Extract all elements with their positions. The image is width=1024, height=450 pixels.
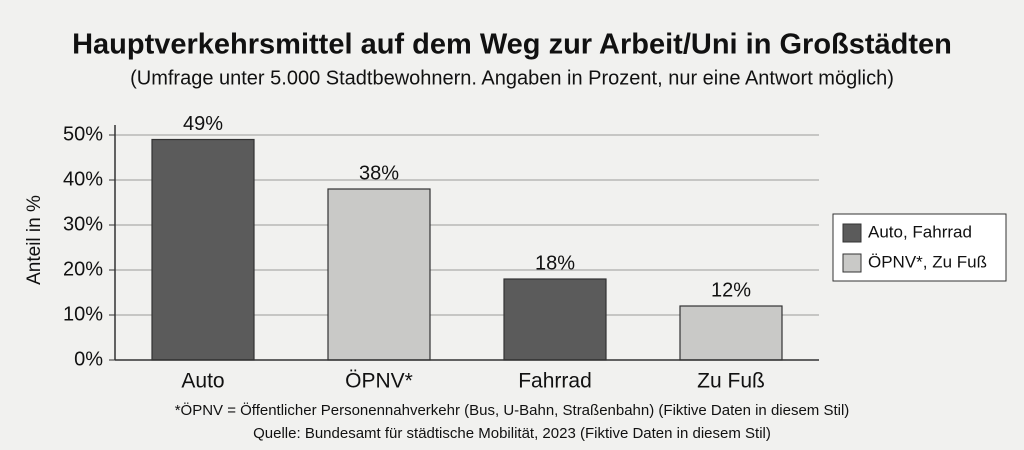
y-tick-label: 50%: [63, 123, 103, 145]
y-tick-label: 10%: [63, 303, 103, 325]
y-tick-label: 0%: [74, 348, 103, 370]
legend-box: [832, 213, 1007, 282]
x-tick-label: Zu Fuß: [697, 370, 765, 393]
legend-swatch: [842, 223, 862, 243]
chart-subtitle: (Umfrage unter 5.000 Stadtbewohnern. Ang…: [130, 67, 894, 89]
y-tick-label: 20%: [63, 258, 103, 280]
value-label: 38%: [359, 162, 399, 184]
legend-label: ÖPNV*, Zu Fuß: [868, 252, 987, 271]
y-tick-label: 30%: [63, 213, 103, 235]
bar: [151, 138, 255, 361]
bar: [503, 278, 607, 361]
value-label: 49%: [183, 113, 223, 135]
y-axis-label: Anteil in %: [24, 195, 45, 285]
legend-label: Auto, Fahrrad: [868, 222, 972, 241]
y-tick-label: 40%: [63, 168, 103, 190]
footnote: Quelle: Bundesamt für städtische Mobilit…: [253, 425, 771, 442]
legend-swatch: [842, 253, 862, 273]
bar: [327, 188, 431, 361]
x-tick-label: ÖPNV*: [345, 370, 413, 393]
bar: [679, 305, 783, 361]
value-label: 12%: [711, 279, 751, 301]
x-tick-label: Fahrrad: [518, 370, 592, 393]
x-tick-label: Auto: [181, 370, 224, 393]
chart-title: Hauptverkehrsmittel auf dem Weg zur Arbe…: [72, 29, 952, 61]
value-label: 18%: [535, 252, 575, 274]
footnote: *ÖPNV = Öffentlicher Personennahverkehr …: [175, 401, 850, 419]
